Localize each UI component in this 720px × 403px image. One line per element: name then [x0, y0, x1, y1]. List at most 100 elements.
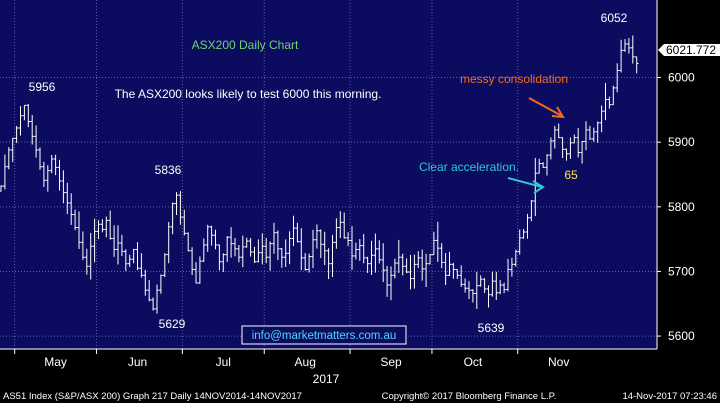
ohlc-bar — [549, 137, 553, 160]
ohlc-bar — [124, 249, 128, 272]
ohlc-bar — [85, 248, 89, 275]
ohlc-bar — [182, 209, 187, 236]
ohlc-bar — [280, 248, 284, 268]
footer-left: AS51 Index (S&P/ASX 200) Graph 217 Daily… — [3, 391, 302, 402]
ohlc-bar — [623, 39, 627, 52]
ohlc-bar — [221, 253, 226, 272]
ohlc-bar — [381, 243, 385, 283]
ohlc-bar — [135, 242, 140, 271]
ohlc-bar — [502, 282, 506, 294]
x-axis-year-label: 2017 — [313, 372, 340, 386]
ohlc-bar — [533, 157, 538, 217]
annotation-messy-consolidation: messy consolidation — [460, 72, 568, 86]
ohlc-bar — [397, 239, 401, 273]
ohlc-bar — [556, 123, 561, 139]
ohlc-bar — [272, 222, 276, 254]
ohlc-bar — [603, 83, 608, 121]
ohlc-bar — [205, 224, 210, 252]
ohlc-bar — [572, 134, 577, 144]
ohlc-bar — [96, 220, 101, 240]
ohlc-bar — [30, 115, 34, 145]
annotation-high-5956: 5956 — [29, 80, 56, 94]
ohlc-bar — [459, 265, 463, 287]
ohlc-bar — [330, 234, 335, 277]
ohlc-bar — [506, 258, 510, 292]
ohlc-bar — [170, 202, 175, 235]
ohlc-bar — [7, 147, 11, 170]
ohlc-bar — [315, 224, 319, 249]
ohlc-bar — [77, 211, 81, 250]
ohlc-bar — [252, 246, 257, 263]
ohlc-bar — [244, 237, 249, 248]
ohlc-bar — [408, 255, 413, 290]
ohlc-bar — [517, 229, 522, 255]
ohlc-bar — [385, 265, 389, 297]
x-tick-label: May — [44, 355, 67, 369]
ohlc-bar — [213, 229, 218, 250]
price-bars — [0, 35, 639, 314]
ohlc-bar — [615, 63, 619, 93]
ohlc-bar — [510, 257, 514, 277]
ohlc-bar — [34, 125, 38, 158]
ohlc-bar — [338, 211, 343, 239]
ohlc-bar — [174, 192, 179, 215]
x-tick-label: Nov — [548, 355, 569, 369]
ohlc-bar — [514, 249, 518, 267]
ohlc-bar — [307, 253, 311, 273]
ohlc-bar — [588, 125, 592, 140]
annotation-high-6052: 6052 — [601, 11, 628, 25]
annotation-low-5639: 5639 — [478, 321, 505, 335]
ohlc-bar — [163, 253, 167, 277]
ohlc-bar — [424, 253, 428, 287]
ohlc-bar — [342, 212, 346, 239]
ohlc-bar — [529, 200, 534, 222]
ohlc-bar — [46, 165, 50, 192]
ohlc-bar — [303, 253, 307, 271]
ohlc-bar — [49, 155, 54, 174]
ohlc-bar — [26, 103, 31, 128]
ohlc-bar — [100, 219, 105, 233]
ohlc-bar — [377, 240, 382, 264]
ohlc-bar — [268, 241, 272, 271]
ohlc-bar — [283, 239, 288, 268]
last-price-marker: 6021.772 — [658, 43, 720, 57]
ohlc-bar — [198, 256, 202, 284]
ohlc-bar — [521, 229, 526, 239]
ohlc-bar — [560, 137, 565, 158]
annotation-low-5629: 5629 — [159, 317, 186, 331]
ohlc-bar — [432, 231, 436, 256]
watermark-box — [241, 325, 407, 345]
ohlc-bar — [65, 182, 70, 215]
plot-background — [0, 0, 657, 349]
ohlc-bar — [568, 137, 573, 159]
ohlc-bar — [451, 262, 456, 279]
ohlc-bar — [599, 105, 604, 133]
ohlc-bar — [295, 222, 300, 243]
ohlc-bar — [393, 258, 397, 279]
ohlc-bar — [120, 234, 124, 257]
ohlc-bar — [400, 253, 405, 276]
ohlc-bar — [248, 237, 253, 257]
ohlc-bar — [611, 85, 616, 106]
ohlc-bar — [592, 127, 596, 142]
ohlc-bar — [471, 289, 475, 303]
ohlc-bar — [455, 269, 460, 279]
ohlc-bar — [151, 297, 155, 311]
ohlc-bar — [498, 280, 502, 295]
ohlc-bar — [486, 285, 491, 308]
ohlc-bar — [260, 233, 265, 265]
ohlc-bar — [541, 162, 545, 169]
ohlc-bar — [412, 254, 417, 289]
ohlc-bar — [57, 159, 62, 191]
ohlc-bar — [147, 280, 151, 302]
ohlc-bar — [202, 238, 206, 262]
footer-right: 14-Nov-2017 07:23:46 — [622, 391, 717, 402]
ohlc-bar — [346, 232, 350, 247]
ohlc-bar — [38, 147, 42, 170]
ohlc-bar — [576, 127, 580, 158]
ohlc-bar — [14, 126, 19, 143]
ohlc-bar — [334, 218, 339, 249]
x-axis: May Jun Jul Aug Sep Oct Nov — [0, 348, 657, 369]
ohlc-bar — [264, 237, 268, 264]
ohlc-bar — [73, 209, 77, 231]
